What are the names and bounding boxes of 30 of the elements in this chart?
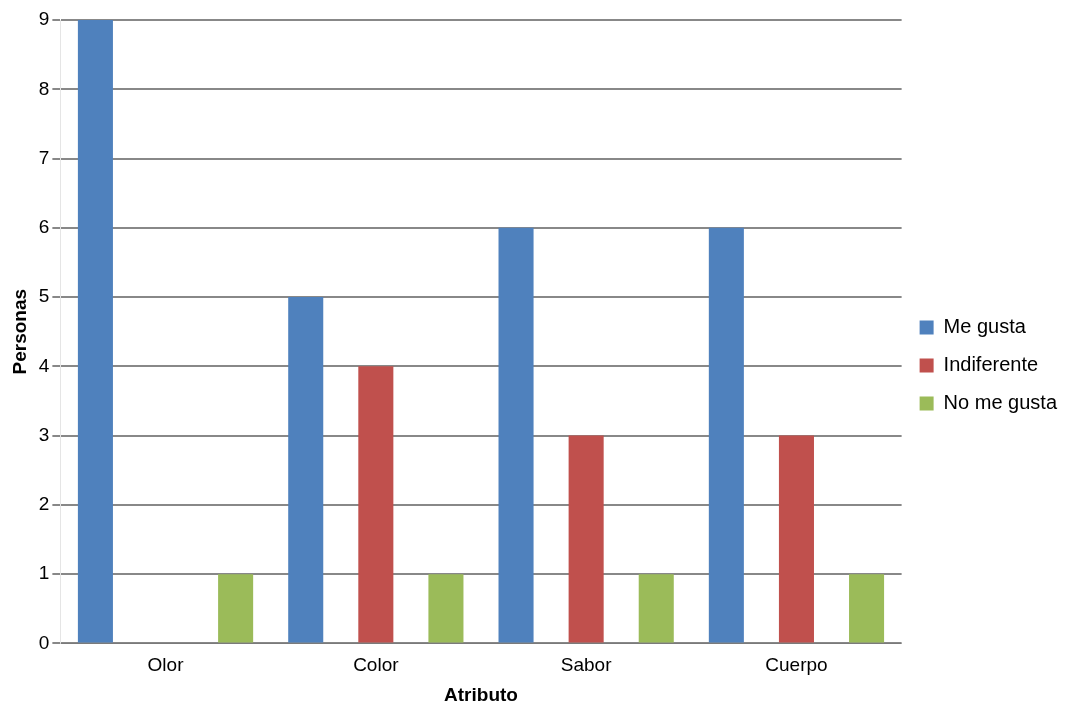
x-tick-label: Sabor	[560, 654, 613, 676]
y-axis-title: Personas	[8, 288, 30, 375]
y-tick-label: 7	[38, 146, 50, 168]
legend-label: Indiferente	[943, 353, 1039, 376]
bar	[638, 574, 674, 643]
bar	[568, 435, 604, 643]
bar	[849, 574, 885, 643]
x-tick-label: Olor	[147, 654, 185, 676]
x-tick-label: Cuerpo	[765, 654, 828, 676]
bar	[77, 20, 113, 643]
x-axis-title: Atributo	[444, 683, 518, 705]
y-tick-label: 1	[38, 562, 50, 584]
bar	[498, 227, 534, 643]
bar	[358, 366, 394, 643]
y-tick-label: 3	[38, 423, 50, 445]
y-tick-label: 9	[38, 8, 50, 30]
bar	[428, 574, 464, 643]
bar	[288, 297, 324, 643]
y-tick-label: 2	[38, 493, 50, 515]
y-tick-label: 0	[38, 631, 50, 653]
bar	[778, 435, 814, 643]
y-tick-label: 5	[38, 285, 50, 307]
y-tick-label: 4	[38, 354, 50, 376]
legend-label: No me gusta	[943, 391, 1058, 414]
x-tick-label: Color	[353, 654, 400, 676]
bar	[218, 574, 254, 643]
legend-label: Me gusta	[943, 315, 1027, 338]
bar	[708, 227, 744, 643]
y-tick-label: 8	[38, 77, 50, 99]
y-tick-label: 6	[38, 216, 50, 238]
